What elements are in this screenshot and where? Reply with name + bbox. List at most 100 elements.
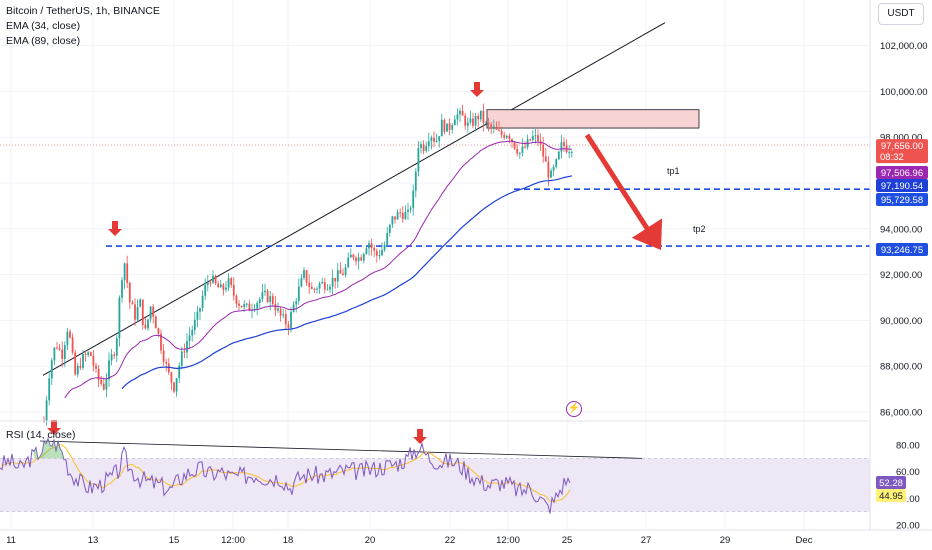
candle-body [206,282,209,286]
candle-body [303,270,305,278]
candle-body [537,135,539,142]
candle-body [414,171,417,191]
projection-arrow[interactable] [584,133,663,250]
candle-body [360,257,363,261]
arrow-markers[interactable] [47,82,484,444]
arrow-stem [417,429,423,437]
price-tag [876,179,928,192]
time-tick-label: 15 [169,535,180,546]
candle-body [230,278,233,286]
candle-body [334,277,337,282]
candle-body [368,243,370,249]
candle-body [105,379,108,390]
time-tick-label: 12:00 [496,535,520,546]
price-tag-label: 95,729.58 [881,195,923,206]
currency-button[interactable]: USDT [878,3,924,25]
candle-body [269,296,272,303]
target-annotations: tp1 tp2 [667,166,706,234]
price-tick-label: 90,000.00 [880,316,922,327]
ema-34-legend[interactable]: EMA (34, close) [6,20,81,32]
arrow-stem [51,420,57,428]
candle-body [292,304,295,312]
candle-body [248,303,251,311]
candle-body [43,421,45,423]
arrow-head [47,428,61,435]
candle-body [435,141,438,143]
candle-body [472,118,474,126]
candle-body [282,314,285,316]
candle-body [295,301,298,305]
rsi-axis[interactable]: 20.00 40.00 60.00 80.00 [896,441,920,532]
candle-body [284,314,287,325]
main-trendline[interactable] [42,22,666,376]
candle-body [323,281,326,290]
candle-body [256,302,259,309]
candle-body [430,137,433,142]
candle-body [511,139,513,143]
current-price-countdown: 08:32 [880,152,904,163]
candle-body [433,137,435,142]
candle-body [440,119,443,137]
candle-body [547,161,550,178]
price-tag [876,193,928,206]
candle-body [448,123,451,130]
candle-body [108,360,110,380]
rsi-tick-label: 60.00 [896,467,920,478]
price-tag [876,243,928,256]
candle-body [128,282,131,303]
candle-body [568,152,571,154]
candle-body [308,282,311,287]
rsi-band [0,458,870,512]
candle-body [209,282,212,284]
candle-body [79,365,82,368]
candle-body [121,280,123,298]
rsi-tick-label: 40.00 [896,494,920,505]
candle-body [300,277,303,287]
candle-body [97,368,100,380]
candle-body [342,273,344,276]
price-tick-label: 102,000.00 [880,41,928,52]
candle-body [563,142,565,146]
chart-title[interactable]: Bitcoin / TetherUS, 1h, BINANCE [6,5,160,17]
candle-body [446,123,448,132]
time-tick-label: 20 [365,535,376,546]
candle-body [362,253,365,261]
candle-body [557,151,560,160]
candle-body [336,270,339,282]
candle-body [516,148,519,154]
candle-body [173,382,175,392]
candle-body [63,345,66,359]
time-axis[interactable]: 11 13 15 12:00 18 20 22 12:00 25 27 29 Dec [0,529,932,546]
arrow-marker-1 [108,221,122,236]
candle-body [147,319,149,329]
candle-body [217,283,220,288]
candle-body [329,286,331,290]
current-price-value: 97,656.00 [881,141,923,152]
candle-body [45,400,48,422]
candle-body [321,281,324,284]
rsi-line [0,437,571,514]
candle-body [399,212,402,214]
candle-body [219,284,222,288]
candle-body [438,136,441,142]
candle-body [409,208,412,210]
candle-body [201,295,204,309]
candle-body [165,361,168,364]
candle-body [352,254,355,258]
price-tag [876,166,928,179]
lightning-icon[interactable]: ⚡ [566,401,582,417]
price-tag-label: 97,190.54 [881,181,923,192]
price-tag-label: 93,246.75 [881,245,923,256]
rsi-trendline[interactable] [39,440,643,459]
target-levels[interactable] [106,188,870,247]
ema-89-legend[interactable]: EMA (89, close) [6,35,81,47]
arrow-stem [474,82,480,90]
candle-body [222,284,225,290]
candle-body [560,142,563,152]
candle-body [505,135,508,138]
candle-body [139,299,142,307]
resistance-zone[interactable] [486,109,700,129]
rsi-legend[interactable]: RSI (14, close) [6,429,76,441]
candle-body [469,118,472,123]
